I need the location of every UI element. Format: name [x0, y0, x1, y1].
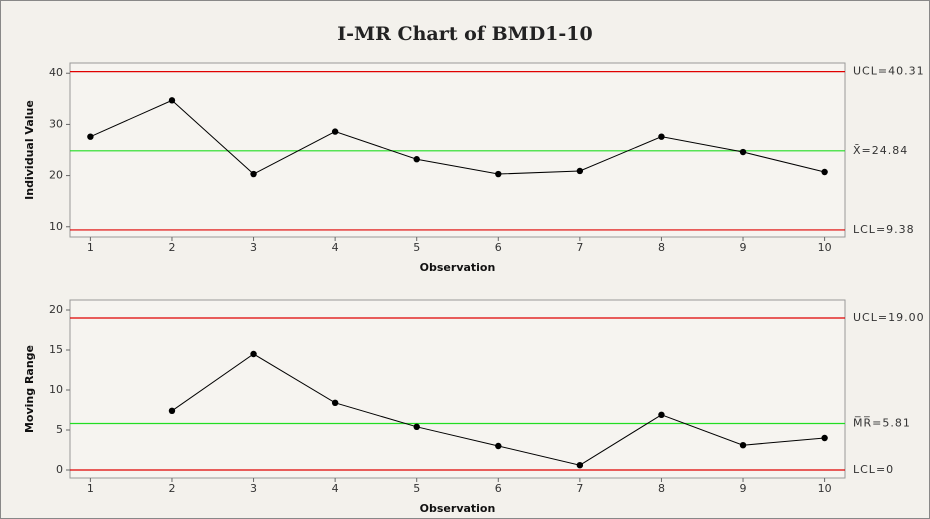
data-line [90, 99, 825, 175]
x-tick-label: 9 [740, 482, 747, 495]
x-tick-label: 8 [658, 482, 665, 495]
x-tick-label: 7 [576, 241, 583, 254]
x-tick-label: 4 [332, 241, 339, 254]
x-axis-label: Observation [420, 261, 496, 274]
x-tick-label: 1 [87, 241, 94, 254]
y-tick-label: 0 [56, 463, 63, 476]
control-line-label: LCL=0 [853, 463, 894, 476]
data-point [413, 156, 420, 163]
data-point [821, 434, 828, 442]
x-tick-label: 1 [87, 482, 94, 495]
plot-area [69, 62, 846, 238]
control-line-label: LCL=9.38 [853, 223, 915, 236]
control-line-label: M̅R̅=5.81 [853, 417, 911, 430]
data-point [250, 170, 257, 178]
x-tick-label: 10 [818, 482, 832, 495]
x-tick-label: 6 [495, 482, 502, 495]
x-axis-label: Observation [420, 502, 496, 515]
x-tick-label: 5 [413, 482, 420, 495]
x-tick-label: 2 [168, 241, 175, 254]
x-tick-label: 3 [250, 482, 257, 495]
y-tick-label: 10 [49, 220, 63, 233]
data-point [87, 133, 94, 140]
data-point [658, 133, 665, 140]
control-line-label: UCL=19.00 [853, 311, 925, 324]
x-tick-label: 9 [740, 241, 747, 254]
y-tick-label: 10 [49, 383, 63, 396]
chart-title: I-MR Chart of BMD1-10 [337, 23, 592, 45]
data-point [168, 97, 176, 104]
y-tick-label: 20 [49, 169, 63, 182]
x-tick-label: 6 [495, 241, 502, 254]
y-tick-label: 40 [49, 66, 63, 79]
data-point [331, 128, 339, 135]
y-axis-label: Moving Range [23, 345, 36, 433]
x-tick-label: 5 [413, 241, 420, 254]
x-tick-label: 10 [818, 241, 832, 254]
data-point [413, 423, 420, 430]
x-tick-label: 7 [576, 482, 583, 495]
plot-area [69, 299, 846, 479]
data-point [821, 168, 828, 176]
data-point [658, 411, 665, 418]
control-line-label: UCL=40.31 [853, 65, 925, 78]
x-tick-label: 8 [658, 241, 665, 254]
data-point [495, 442, 502, 450]
x-tick-label: 3 [250, 241, 257, 254]
y-tick-label: 30 [49, 117, 63, 130]
data-point [576, 167, 584, 175]
y-tick-label: 20 [49, 303, 63, 316]
y-tick-label: 5 [56, 423, 63, 436]
data-point [495, 170, 502, 178]
y-tick-label: 15 [49, 343, 63, 356]
data-point [739, 442, 747, 449]
x-tick-label: 2 [168, 482, 175, 495]
x-tick-label: 4 [332, 482, 339, 495]
y-axis-label: Individual Value [23, 100, 36, 200]
data-point [331, 399, 339, 406]
control-line-label: X̄=24.84 [853, 144, 908, 157]
data-point [576, 462, 584, 469]
data-point [168, 407, 176, 414]
data-point [250, 350, 257, 358]
data-point [739, 148, 747, 156]
